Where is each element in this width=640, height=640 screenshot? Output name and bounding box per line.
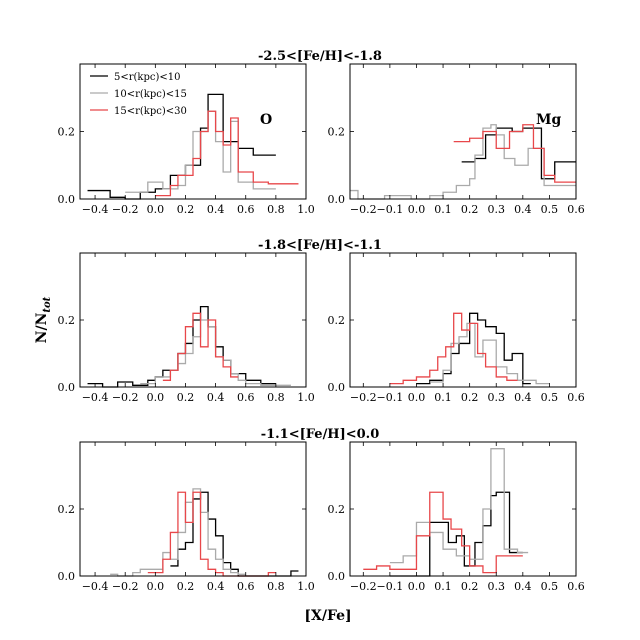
xtick-label-r2-c1-2: 0.0 <box>408 580 426 593</box>
xtick-label-r1-c0-4: 0.4 <box>207 391 225 404</box>
row-title-1: -1.8<[Fe/H]<-1.1 <box>258 238 382 253</box>
xtick-label-r0-c1-0: −0.2 <box>350 203 377 216</box>
xtick-label-r0-c1-2: 0.0 <box>408 203 426 216</box>
histogram-r2-c1-s0 <box>389 491 523 577</box>
y-axis-label: N/Ntot <box>34 296 53 343</box>
xtick-label-r1-c0-7: 1.0 <box>297 391 315 404</box>
xtick-label-r2-c1-3: 0.1 <box>434 580 452 593</box>
xtick-label-r1-c1-5: 0.3 <box>487 391 505 404</box>
xtick-label-r0-c1-3: 0.1 <box>434 203 452 216</box>
ytick-label-r2-c0-0: 0.0 <box>58 570 76 583</box>
ytick-label-r2-c1-0: 0.0 <box>328 570 346 583</box>
legend-label-1: 10<r(kpc)<15 <box>114 89 187 100</box>
xtick-label-r2-c1-5: 0.3 <box>487 580 505 593</box>
xtick-label-r0-c0-0: −0.4 <box>82 203 109 216</box>
y-axis-label-sub: tot <box>42 296 53 312</box>
histogram-r2-c1-s1 <box>389 448 529 564</box>
ytick-label-r1-c0-0: 0.0 <box>58 381 76 394</box>
histogram-r2-c0-s2 <box>147 491 276 577</box>
xtick-label-r1-c1-2: 0.0 <box>408 391 426 404</box>
ytick-label-r0-c1-1: 0.2 <box>328 126 346 139</box>
histogram-r1-c1-s2 <box>389 312 518 385</box>
xtick-label-r2-c0-2: 0.0 <box>147 580 165 593</box>
xtick-label-r1-c0-3: 0.2 <box>177 391 195 404</box>
xtick-label-r1-c0-6: 0.8 <box>267 391 285 404</box>
histogram-r2-c1-s2 <box>363 491 523 574</box>
xtick-label-r2-c1-6: 0.4 <box>514 580 532 593</box>
row-title-0: -2.5<[Fe/H]<-1.8 <box>258 49 382 64</box>
xtick-label-r1-c0-5: 0.6 <box>237 391 255 404</box>
xtick-label-r0-c0-3: 0.2 <box>177 203 195 216</box>
ytick-label-r0-c0-0: 0.0 <box>58 193 76 206</box>
xtick-label-r0-c1-1: −0.1 <box>377 203 404 216</box>
xtick-label-r1-c1-6: 0.4 <box>514 391 532 404</box>
xtick-label-r0-c0-2: 0.0 <box>147 203 165 216</box>
legend: 5<r(kpc)<10 10<r(kpc)<15 15<r(kpc)<30 <box>90 72 187 117</box>
xtick-label-r2-c0-7: 1.0 <box>297 580 315 593</box>
xtick-label-r0-c1-6: 0.4 <box>514 203 532 216</box>
xtick-label-r1-c1-8: 0.6 <box>567 391 585 404</box>
xtick-label-r0-c1-5: 0.3 <box>487 203 505 216</box>
histogram-r0-c1-s0 <box>461 127 576 180</box>
ytick-label-r1-c1-1: 0.2 <box>328 314 346 327</box>
xtick-label-r2-c1-4: 0.2 <box>461 580 479 593</box>
xtick-label-r2-c1-7: 0.5 <box>541 580 559 593</box>
histogram-r0-c1-s2 <box>453 124 576 183</box>
element-label-mg: Mg <box>536 112 561 128</box>
xtick-label-r0-c0-1: −0.2 <box>112 203 139 216</box>
panel-r2-c1: −0.2 −0.1 0.0 0.1 0.2 0.3 0.4 0.5 0.6 0.0 0.2 <box>328 441 585 593</box>
xtick-label-r2-c1-0: −0.2 <box>350 580 377 593</box>
ytick-label-r1-c1-0: 0.0 <box>328 381 346 394</box>
ytick-label-r0-c1-0: 0.0 <box>328 193 346 206</box>
xtick-label-r0-c0-7: 1.0 <box>297 203 315 216</box>
ytick-label-r2-c1-1: 0.2 <box>328 503 346 516</box>
xtick-label-r2-c1-1: −0.1 <box>377 580 404 593</box>
legend-label-0: 5<r(kpc)<10 <box>114 72 181 83</box>
histogram-r1-c1-s1 <box>429 322 550 385</box>
xtick-label-r1-c0-2: 0.0 <box>147 391 165 404</box>
panel-r0-c0: −0.4 −0.2 0.0 0.2 0.4 0.6 0.8 1.0 0.0 0.2 <box>58 63 315 216</box>
legend-label-2: 15<r(kpc)<30 <box>114 106 187 117</box>
panel-r1-c1: −0.2 −0.1 0.0 0.1 0.2 0.3 0.4 0.5 0.6 0.0 0.2 <box>328 252 585 404</box>
histogram-r2-c0-s0 <box>170 491 299 577</box>
xtick-label-r1-c1-1: −0.1 <box>377 391 404 404</box>
xtick-label-r0-c1-8: 0.6 <box>567 203 585 216</box>
y-axis-label-main: N/N <box>34 312 50 343</box>
xtick-label-r0-c0-5: 0.6 <box>237 203 255 216</box>
xtick-label-r1-c0-0: −0.4 <box>82 391 109 404</box>
xtick-label-r1-c1-4: 0.2 <box>461 391 479 404</box>
xtick-label-r1-c1-7: 0.5 <box>541 391 559 404</box>
xtick-label-r1-c1-0: −0.2 <box>350 391 377 404</box>
histogram-r1-c0-s0 <box>87 305 276 388</box>
element-label-o: O <box>260 112 272 128</box>
xtick-label-r2-c0-0: −0.4 <box>82 580 109 593</box>
ytick-label-r0-c0-1: 0.2 <box>58 126 76 139</box>
row-title-2: -1.1<[Fe/H]<0.0 <box>261 427 380 442</box>
xtick-label-r0-c1-4: 0.2 <box>461 203 479 216</box>
xtick-label-r2-c1-8: 0.6 <box>567 580 585 593</box>
histogram-r1-c0-s2 <box>162 312 239 381</box>
panel-r2-c0: −0.4 −0.2 0.0 0.2 0.4 0.6 0.8 1.0 0.0 0.2 <box>58 441 315 593</box>
xtick-label-r0-c1-7: 0.5 <box>541 203 559 216</box>
xtick-label-r2-c0-4: 0.4 <box>207 580 225 593</box>
xtick-label-r2-c0-6: 0.8 <box>267 580 285 593</box>
xtick-label-r1-c0-1: −0.2 <box>112 391 139 404</box>
xtick-label-r0-c0-6: 0.8 <box>267 203 285 216</box>
xtick-label-r2-c0-1: −0.2 <box>112 580 139 593</box>
x-axis-label: [X/Fe] <box>304 608 351 624</box>
xtick-label-r1-c1-3: 0.1 <box>434 391 452 404</box>
xtick-label-r2-c0-3: 0.2 <box>177 580 195 593</box>
ytick-label-r2-c0-1: 0.2 <box>58 503 76 516</box>
histogram-r0-c1-s1 <box>350 124 576 200</box>
panels-layer: −0.4 −0.2 0.0 0.2 0.4 0.6 0.8 1.00.00.2−0.2 −0.1… <box>58 63 585 593</box>
ytick-label-r1-c0-1: 0.2 <box>58 314 76 327</box>
panel-r1-c0: −0.4 −0.2 0.0 0.2 0.4 0.6 0.8 1.0 0.0 0.2 <box>58 252 315 404</box>
xtick-label-r0-c0-4: 0.4 <box>207 203 225 216</box>
panel-frame-r1-c1 <box>349 252 577 388</box>
xtick-label-r2-c0-5: 0.6 <box>237 580 255 593</box>
panel-r0-c1: −0.2 −0.1 0.0 0.1 0.2 0.3 0.4 0.5 0.6 0.0 0.2 <box>328 63 585 216</box>
histogram-r0-c0-s2 <box>155 110 299 197</box>
